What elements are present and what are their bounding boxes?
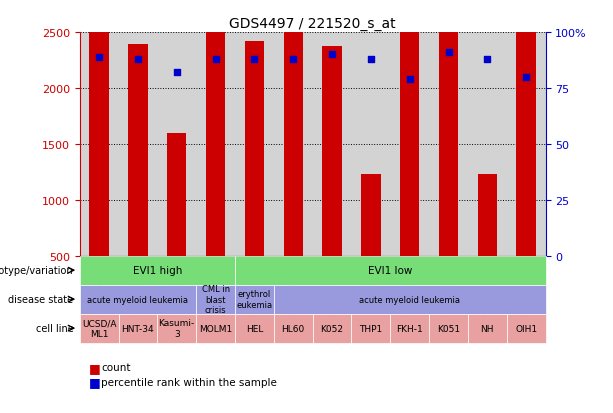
Bar: [439, 82, 459, 312]
FancyBboxPatch shape: [274, 285, 546, 314]
Bar: [322, 102, 342, 312]
Title: GDS4497 / 221520_s_at: GDS4497 / 221520_s_at: [229, 17, 396, 31]
Bar: [516, 0, 536, 256]
Bar: [89, 31, 109, 256]
Bar: [284, 0, 303, 256]
FancyBboxPatch shape: [507, 314, 546, 343]
FancyBboxPatch shape: [274, 314, 313, 343]
Point: [133, 57, 143, 63]
Bar: [128, 45, 148, 256]
Bar: [206, 30, 226, 256]
Text: acute myeloid leukemia: acute myeloid leukemia: [359, 295, 460, 304]
Point: [405, 76, 414, 83]
Text: HEL: HEL: [246, 324, 263, 333]
Point: [172, 70, 181, 76]
Bar: [167, 189, 186, 312]
Bar: [89, 87, 109, 312]
Text: K051: K051: [437, 324, 460, 333]
Point: [288, 57, 298, 63]
Point: [444, 50, 454, 57]
Point: [211, 57, 221, 63]
Text: disease state: disease state: [9, 294, 74, 304]
FancyBboxPatch shape: [80, 256, 235, 285]
Bar: [245, 42, 264, 256]
Text: HNT-34: HNT-34: [121, 324, 154, 333]
Point: [94, 54, 104, 61]
Text: cell line: cell line: [36, 323, 74, 333]
FancyBboxPatch shape: [313, 314, 351, 343]
FancyBboxPatch shape: [80, 285, 196, 314]
Bar: [478, 230, 497, 312]
Text: NH: NH: [481, 324, 494, 333]
Bar: [361, 230, 381, 312]
Text: acute myeloid leukemia: acute myeloid leukemia: [88, 295, 188, 304]
FancyBboxPatch shape: [235, 285, 274, 314]
Text: count: count: [101, 363, 131, 373]
Point: [249, 57, 259, 63]
Text: FKH-1: FKH-1: [397, 324, 423, 333]
Text: MOLM1: MOLM1: [199, 324, 232, 333]
FancyBboxPatch shape: [351, 314, 390, 343]
Bar: [361, 175, 381, 256]
Bar: [167, 133, 186, 256]
Bar: [206, 85, 226, 312]
Bar: [516, 44, 536, 312]
Text: EVI1 high: EVI1 high: [132, 266, 182, 275]
Bar: [128, 101, 148, 312]
Bar: [284, 44, 303, 312]
FancyBboxPatch shape: [235, 256, 546, 285]
Text: ■: ■: [89, 361, 101, 374]
Point: [327, 52, 337, 59]
Bar: [439, 26, 459, 256]
Text: UCSD/A
ML1: UCSD/A ML1: [82, 319, 116, 338]
FancyBboxPatch shape: [196, 314, 235, 343]
Point: [482, 57, 492, 63]
FancyBboxPatch shape: [118, 314, 158, 343]
Bar: [400, 0, 419, 256]
Text: genotype/variation: genotype/variation: [0, 266, 74, 275]
Text: percentile rank within the sample: percentile rank within the sample: [101, 377, 277, 387]
Bar: [245, 98, 264, 312]
Text: EVI1 low: EVI1 low: [368, 266, 413, 275]
FancyBboxPatch shape: [158, 314, 196, 343]
Text: K052: K052: [321, 324, 343, 333]
Bar: [400, 45, 419, 312]
FancyBboxPatch shape: [196, 285, 235, 314]
FancyBboxPatch shape: [235, 314, 274, 343]
Bar: [322, 46, 342, 256]
FancyBboxPatch shape: [390, 314, 429, 343]
FancyBboxPatch shape: [468, 314, 507, 343]
Text: CML in
blast
crisis: CML in blast crisis: [202, 285, 230, 314]
Text: HL60: HL60: [281, 324, 305, 333]
Text: THP1: THP1: [359, 324, 383, 333]
Point: [366, 57, 376, 63]
Text: OIH1: OIH1: [515, 324, 537, 333]
Bar: [478, 175, 497, 256]
FancyBboxPatch shape: [429, 314, 468, 343]
Text: Kasumi-
3: Kasumi- 3: [159, 319, 195, 338]
Text: ■: ■: [89, 375, 101, 389]
FancyBboxPatch shape: [80, 314, 118, 343]
Point: [521, 74, 531, 81]
Text: erythrol
eukemia: erythrol eukemia: [237, 290, 272, 309]
